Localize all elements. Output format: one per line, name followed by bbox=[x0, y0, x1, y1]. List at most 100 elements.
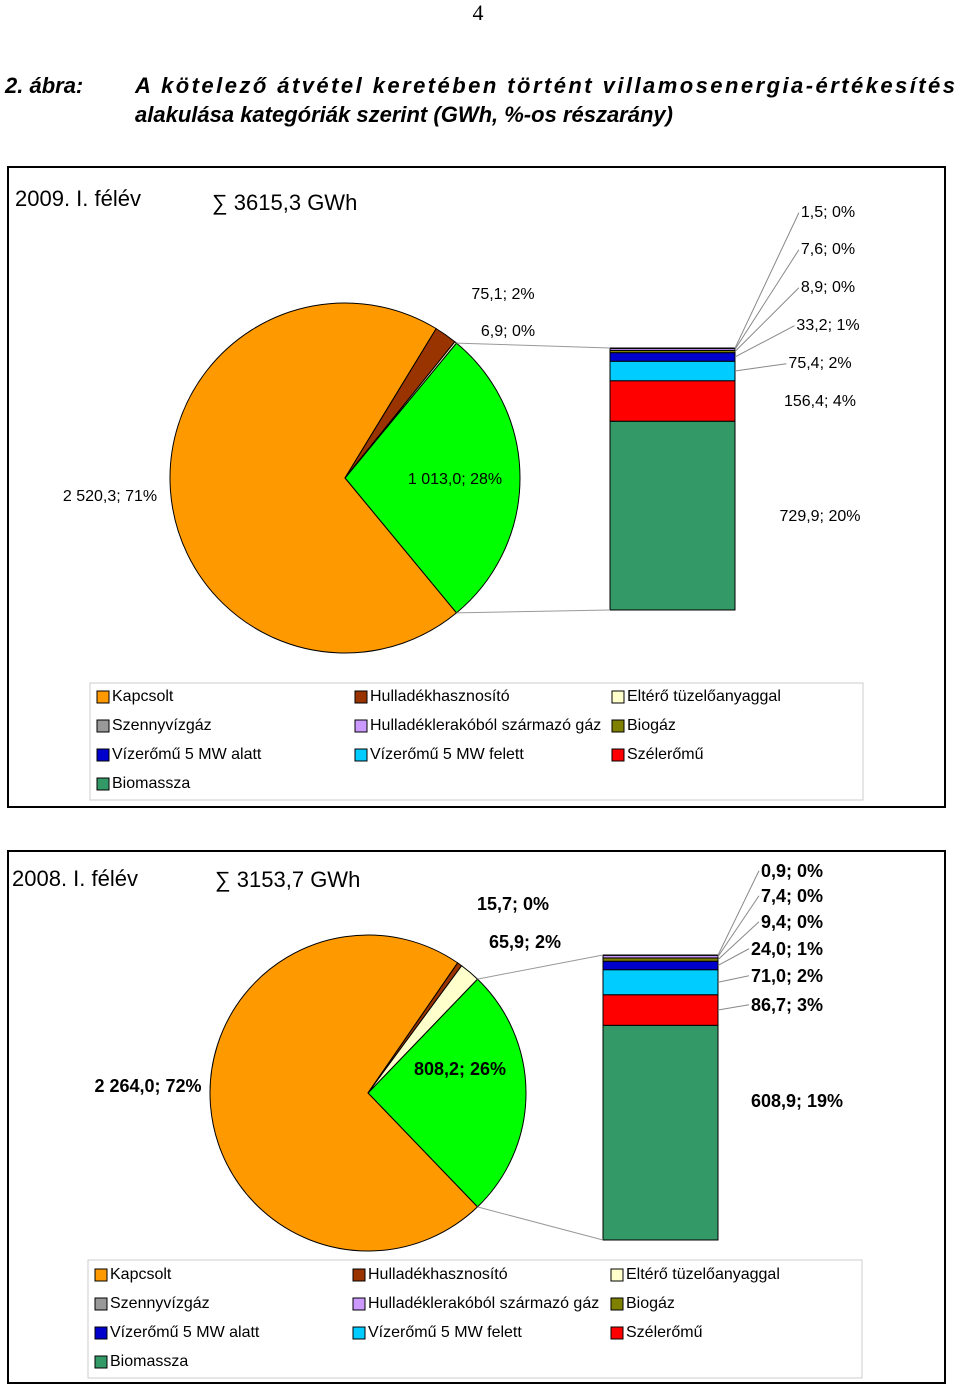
legend-swatch bbox=[610, 1297, 624, 1311]
bar-segment bbox=[602, 1024, 719, 1241]
data-label: 8,9; 0% bbox=[801, 279, 855, 296]
legend-swatch bbox=[352, 1297, 366, 1311]
legend-label: Hulladéklerakóból származó gáz bbox=[368, 1295, 599, 1312]
chart-subtitle: ∑ 3153,7 GWh bbox=[215, 867, 360, 892]
caption-line: alakulása kategóriák szerint (GWh, %-os … bbox=[135, 102, 673, 127]
legend-swatch bbox=[94, 1326, 108, 1340]
legend-label: Kapcsolt bbox=[112, 688, 174, 705]
chart-frame bbox=[7, 166, 946, 808]
leader-line bbox=[734, 287, 800, 352]
connector-line bbox=[477, 954, 604, 980]
caption-line: A kötelező átvétel keretében történt vil… bbox=[134, 73, 955, 98]
data-label: 0,9; 0% bbox=[761, 861, 823, 881]
legend-label: Szennyvízgáz bbox=[112, 717, 212, 734]
legend-label: Eltérő tüzelőanyaggal bbox=[627, 688, 781, 705]
legend-swatch bbox=[352, 1326, 366, 1340]
legend-label: Szennyvízgáz bbox=[110, 1295, 210, 1312]
pie-slice bbox=[367, 965, 479, 1094]
data-label: 9,4; 0% bbox=[761, 912, 823, 932]
bar-segment bbox=[609, 380, 736, 422]
legend-swatch bbox=[96, 748, 110, 762]
leader-line bbox=[717, 921, 760, 960]
legend-label: Biomassza bbox=[112, 775, 190, 792]
data-label: 1 013,0; 28% bbox=[408, 471, 502, 488]
legend-box bbox=[87, 1259, 863, 1379]
pie-slice bbox=[169, 302, 458, 654]
pie-slice bbox=[344, 342, 521, 614]
leader-line bbox=[717, 948, 750, 966]
connector-line bbox=[456, 609, 611, 614]
data-label: 729,9; 20% bbox=[780, 508, 861, 525]
data-label: 65,9; 2% bbox=[489, 932, 561, 952]
legend-label: Vízerőmű 5 MW alatt bbox=[110, 1324, 260, 1341]
legend-label: Vízerőmű 5 MW felett bbox=[370, 746, 524, 763]
leader-line bbox=[717, 895, 760, 957]
data-label: 156,4; 4% bbox=[784, 393, 856, 410]
legend-label: Szélerőmű bbox=[626, 1324, 703, 1341]
legend-swatch bbox=[94, 1297, 108, 1311]
leader-line bbox=[717, 1004, 750, 1011]
connector-line bbox=[456, 342, 611, 349]
data-label: 71,0; 2% bbox=[751, 966, 823, 986]
leader-line bbox=[717, 975, 750, 983]
legend-swatch bbox=[94, 1355, 108, 1369]
data-label: 6,9; 0% bbox=[481, 323, 535, 340]
legend-swatch bbox=[352, 1268, 366, 1282]
bar-segment bbox=[602, 994, 719, 1026]
data-label: 33,2; 1% bbox=[796, 317, 859, 334]
bar-segment bbox=[609, 360, 736, 382]
bar-segment bbox=[602, 960, 719, 971]
legend-swatch bbox=[611, 748, 625, 762]
data-label: 24,0; 1% bbox=[751, 939, 823, 959]
pie-slice bbox=[344, 341, 458, 479]
pie-slice bbox=[367, 978, 527, 1208]
legend-label: Eltérő tüzelőanyaggal bbox=[626, 1266, 780, 1283]
bar-segment bbox=[609, 420, 736, 611]
legend-label: Vízerőmű 5 MW alatt bbox=[112, 746, 262, 763]
legend-swatch bbox=[96, 777, 110, 791]
caption-label: 2. ábra: bbox=[4, 73, 83, 98]
legend-swatch bbox=[354, 690, 368, 704]
legend-swatch bbox=[96, 690, 110, 704]
connector-line bbox=[477, 1206, 604, 1241]
legend-label: Vízerőmű 5 MW felett bbox=[368, 1324, 522, 1341]
legend-label: Szélerőmű bbox=[627, 746, 704, 763]
data-label: 1,5; 0% bbox=[801, 204, 855, 221]
bar-segment bbox=[602, 969, 719, 996]
legend-swatch bbox=[611, 690, 625, 704]
legend-swatch bbox=[354, 748, 368, 762]
bar-segment bbox=[609, 352, 736, 362]
chart-title: 2008. I. félév bbox=[12, 866, 138, 891]
data-label: 86,7; 3% bbox=[751, 995, 823, 1015]
data-label: 2 520,3; 71% bbox=[63, 488, 157, 505]
chart-title: 2009. I. félév bbox=[15, 186, 141, 211]
chart-subtitle: ∑ 3615,3 GWh bbox=[212, 190, 357, 215]
legend-label: Kapcsolt bbox=[110, 1266, 172, 1283]
legend-swatch bbox=[610, 1326, 624, 1340]
data-label: 7,6; 0% bbox=[801, 241, 855, 258]
legend-swatch bbox=[354, 719, 368, 733]
data-label: 7,4; 0% bbox=[761, 886, 823, 906]
leader-line bbox=[734, 212, 800, 349]
legend-swatch bbox=[94, 1268, 108, 1282]
data-label: 808,2; 26% bbox=[414, 1059, 506, 1079]
leader-line bbox=[717, 870, 760, 956]
data-label: 2 264,0; 72% bbox=[94, 1076, 201, 1096]
chart-frame bbox=[7, 850, 946, 1384]
legend-label: Hulladéklerakóból származó gáz bbox=[370, 717, 601, 734]
legend-label: Hulladékhasznosító bbox=[370, 688, 510, 705]
data-label: 608,9; 19% bbox=[751, 1091, 843, 1111]
legend-swatch bbox=[611, 719, 625, 733]
data-label: 15,7; 0% bbox=[477, 894, 549, 914]
legend-label: Biogáz bbox=[627, 717, 676, 734]
leader-line bbox=[734, 249, 800, 350]
legend-label: Biomassza bbox=[110, 1353, 188, 1370]
legend-swatch bbox=[610, 1268, 624, 1282]
leader-line bbox=[734, 363, 787, 372]
legend-label: Hulladékhasznosító bbox=[368, 1266, 508, 1283]
data-label: 75,1; 2% bbox=[471, 286, 534, 303]
legend-label: Biogáz bbox=[626, 1295, 675, 1312]
leader-line bbox=[734, 325, 795, 358]
page-number: 4 bbox=[473, 0, 484, 25]
